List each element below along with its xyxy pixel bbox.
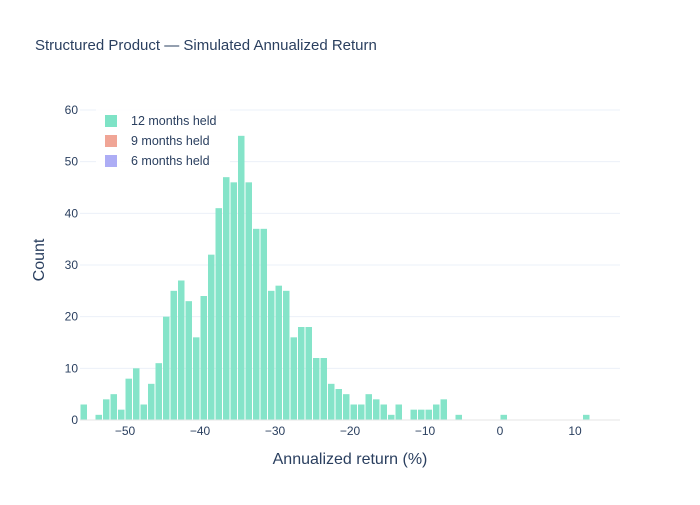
legend-item[interactable]: 6 months held: [105, 154, 210, 168]
histogram-bar[interactable]: [215, 208, 223, 420]
histogram-bar[interactable]: [193, 337, 200, 420]
histogram-bar[interactable]: [275, 285, 283, 420]
histogram-bar[interactable]: [500, 414, 508, 420]
y-tick-label: 40: [65, 206, 79, 220]
histogram-bar[interactable]: [110, 394, 118, 420]
histogram-bar[interactable]: [305, 327, 313, 420]
chart-title: Structured Product — Simulated Annualize…: [35, 37, 377, 54]
histogram-bar[interactable]: [455, 414, 463, 420]
y-tick-label: 10: [65, 361, 79, 375]
histogram-bar[interactable]: [170, 290, 178, 420]
histogram-bar[interactable]: [365, 394, 373, 420]
histogram-bar[interactable]: [80, 404, 88, 421]
histogram-bar[interactable]: [118, 409, 125, 420]
y-tick-labels: 0 10 20 30 40 50 60: [65, 103, 79, 427]
x-tick-labels: −50 −40 −30 −20 −10 0 10: [115, 424, 582, 438]
y-tick-label: 50: [65, 155, 79, 169]
histogram-bar[interactable]: [320, 358, 328, 420]
histogram-bar[interactable]: [253, 228, 260, 420]
x-tick-label: −50: [115, 424, 136, 438]
histogram-bar[interactable]: [95, 414, 103, 420]
x-tick-label: 10: [568, 424, 582, 438]
x-tick-label: −10: [415, 424, 436, 438]
legend-item[interactable]: 9 months held: [105, 134, 210, 148]
histogram-bar[interactable]: [395, 404, 403, 421]
histogram-bar[interactable]: [335, 389, 343, 420]
histogram-bar[interactable]: [200, 296, 208, 420]
legend-swatch: [105, 135, 117, 147]
legend-swatch: [105, 115, 117, 127]
legend-label: 9 months held: [131, 134, 210, 148]
x-tick-label: 0: [497, 424, 504, 438]
histogram-bar[interactable]: [388, 414, 395, 420]
legend[interactable]: 12 months held 9 months held 6 months held: [96, 108, 230, 172]
histogram-bar[interactable]: [440, 399, 448, 420]
histogram-bar[interactable]: [283, 290, 290, 420]
histogram-bar[interactable]: [380, 404, 388, 421]
legend-swatch: [105, 155, 117, 167]
bars: [80, 135, 590, 421]
histogram-bar[interactable]: [410, 409, 418, 420]
x-tick-label: −20: [340, 424, 361, 438]
histogram-bar[interactable]: [298, 327, 305, 420]
histogram-bar[interactable]: [268, 290, 275, 420]
y-axis-title: Count: [31, 238, 48, 281]
y-tick-label: 30: [65, 258, 79, 272]
histogram-bar[interactable]: [583, 414, 590, 420]
histogram-bar[interactable]: [103, 399, 110, 420]
histogram-bar[interactable]: [350, 404, 358, 421]
histogram-bar[interactable]: [133, 368, 140, 420]
histogram-bar[interactable]: [185, 301, 193, 420]
histogram-bar[interactable]: [125, 378, 133, 420]
histogram-bar[interactable]: [140, 404, 148, 421]
legend-label: 12 months held: [131, 114, 217, 128]
histogram-bar[interactable]: [358, 404, 365, 421]
histogram-bar[interactable]: [178, 280, 185, 421]
histogram-bar[interactable]: [418, 409, 425, 420]
histogram-bar[interactable]: [328, 383, 335, 420]
histogram-bar[interactable]: [373, 399, 380, 420]
histogram-bar[interactable]: [155, 363, 163, 420]
y-tick-label: 0: [71, 413, 78, 427]
x-tick-label: −40: [190, 424, 211, 438]
histogram-bar[interactable]: [245, 182, 253, 420]
y-tick-label: 20: [65, 310, 79, 324]
histogram-bar[interactable]: [208, 254, 215, 420]
legend-background: [96, 108, 230, 172]
histogram-bar[interactable]: [163, 316, 170, 420]
y-tick-label: 60: [65, 103, 79, 117]
histogram-bar[interactable]: [433, 404, 440, 421]
histogram-bar[interactable]: [425, 409, 433, 420]
histogram-bar[interactable]: [230, 182, 238, 420]
histogram-bar[interactable]: [260, 228, 268, 420]
histogram-bar[interactable]: [238, 135, 245, 421]
x-tick-label: −30: [265, 424, 286, 438]
histogram-bar[interactable]: [343, 394, 350, 420]
legend-item[interactable]: 12 months held: [105, 114, 217, 128]
histogram-bar[interactable]: [148, 383, 155, 420]
histogram-bar[interactable]: [313, 358, 320, 420]
histogram-bar[interactable]: [223, 177, 230, 420]
histogram-bar[interactable]: [290, 337, 298, 420]
x-axis-title: Annualized return (%): [273, 451, 428, 468]
legend-label: 6 months held: [131, 154, 210, 168]
